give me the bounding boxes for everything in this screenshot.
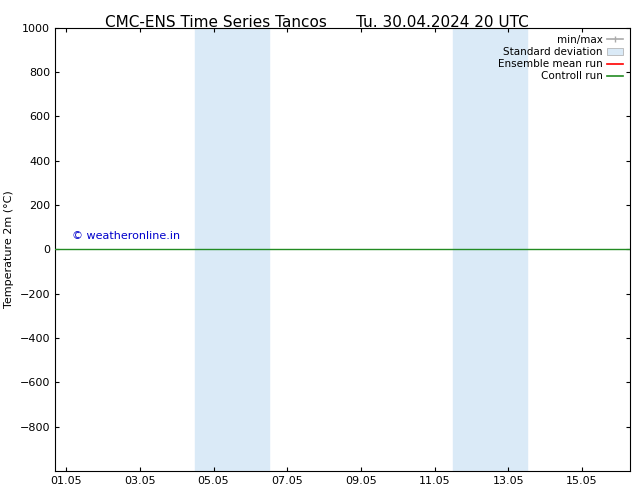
Bar: [490, 28, 527, 471]
Bar: [195, 28, 232, 471]
Bar: [232, 28, 269, 471]
Bar: [453, 28, 490, 471]
Y-axis label: Temperature 2m (°C): Temperature 2m (°C): [4, 191, 14, 308]
Text: © weatheronline.in: © weatheronline.in: [72, 231, 180, 241]
Text: CMC-ENS Time Series Tancos      Tu. 30.04.2024 20 UTC: CMC-ENS Time Series Tancos Tu. 30.04.202…: [105, 15, 529, 30]
Legend: min/max, Standard deviation, Ensemble mean run, Controll run: min/max, Standard deviation, Ensemble me…: [496, 33, 624, 83]
